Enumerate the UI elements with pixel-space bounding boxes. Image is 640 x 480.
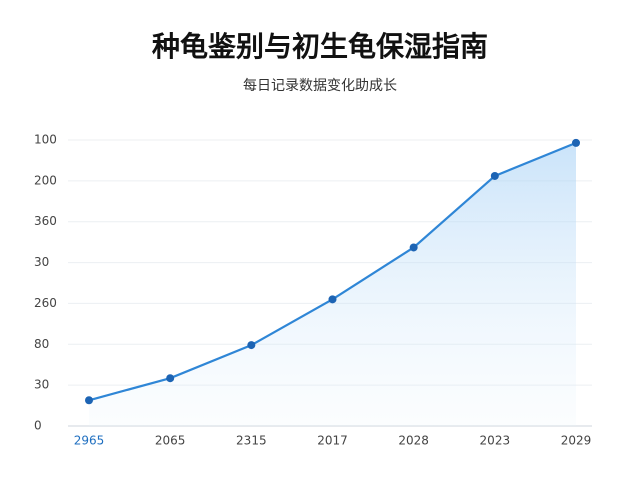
x-tick-label: 2065 (155, 434, 186, 448)
chart-subtitle: 每日记录数据变化助成长 (243, 78, 397, 94)
point (328, 295, 337, 304)
y-tick-label: 0 (34, 419, 42, 433)
y-tick-label: 260 (34, 296, 57, 310)
chart-title: 种龟鉴别与初生龟保湿指南 (152, 30, 488, 63)
point (572, 138, 580, 147)
y-tick-label: 200 (34, 173, 57, 187)
x-tick-label: 2965 (74, 434, 105, 448)
point (247, 341, 256, 350)
y-tick-label: 30 (34, 378, 49, 392)
point (166, 374, 175, 383)
y-tick-label: 100 (34, 133, 57, 147)
y-tick-label: 360 (34, 214, 57, 228)
point (409, 243, 418, 252)
point (85, 396, 93, 405)
x-tick-label: 2028 (398, 434, 429, 448)
x-tick-label: 2315 (236, 434, 267, 448)
x-tick-label: 2029 (561, 434, 592, 448)
area (89, 142, 576, 427)
x-tick-label: 2017 (317, 434, 348, 448)
y-tick-label: 80 (34, 337, 49, 351)
point (490, 171, 499, 180)
x-tick-label: 2023 (480, 434, 511, 448)
y-tick-label: 30 (34, 255, 49, 269)
